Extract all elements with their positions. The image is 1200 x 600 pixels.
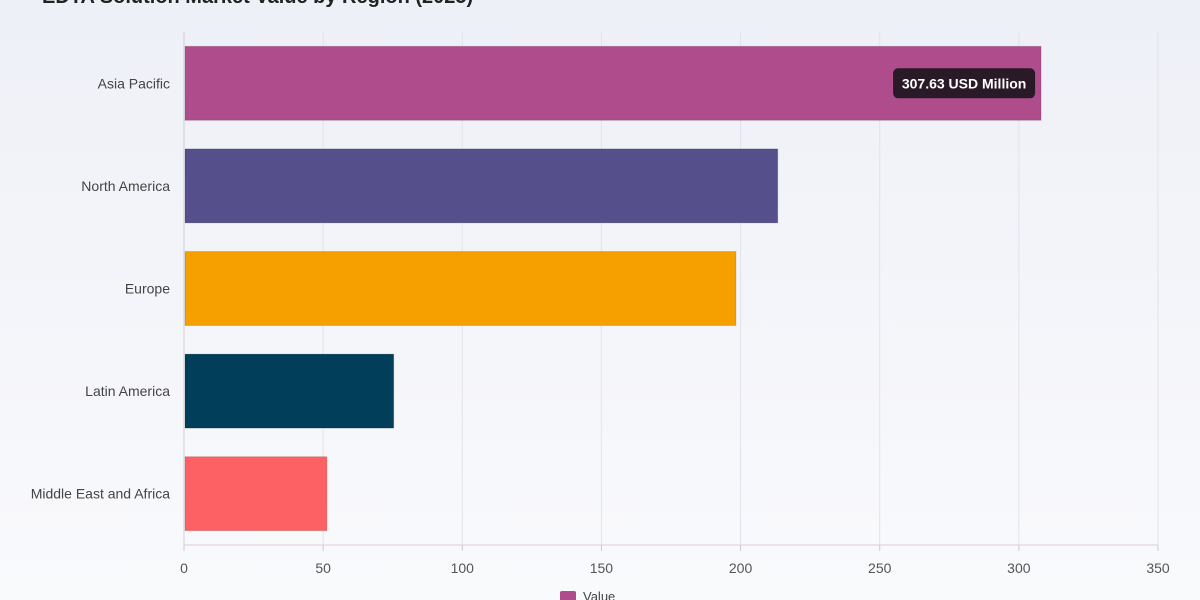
- x-tick-label: 250: [868, 560, 892, 576]
- bar[interactable]: [184, 456, 328, 532]
- x-tick-label: 350: [1146, 560, 1170, 576]
- category-label: Europe: [125, 281, 170, 297]
- category-label: Latin America: [85, 383, 170, 399]
- x-tick-label: 200: [729, 560, 753, 576]
- bar[interactable]: [184, 353, 395, 429]
- x-tick-label: 100: [451, 560, 475, 576]
- legend[interactable]: Value: [560, 589, 615, 600]
- category-label: Middle East and Africa: [31, 486, 171, 502]
- bar[interactable]: [184, 251, 737, 326]
- category-label: North America: [81, 178, 170, 194]
- x-tick-label: 0: [180, 560, 188, 576]
- bar[interactable]: [184, 148, 779, 224]
- chart-title: EDTA Solution Market Value by Region (20…: [42, 0, 473, 9]
- category-label: Asia Pacific: [98, 75, 170, 91]
- x-tick-label: 50: [315, 560, 331, 576]
- legend-swatch: [560, 590, 576, 600]
- x-tick-label: 300: [1007, 560, 1031, 576]
- legend-label: Value: [583, 589, 616, 600]
- tooltip-box: [893, 68, 1036, 99]
- x-tick-label: 150: [590, 560, 614, 576]
- tooltip-label: 307.63 USD Million: [902, 75, 1026, 91]
